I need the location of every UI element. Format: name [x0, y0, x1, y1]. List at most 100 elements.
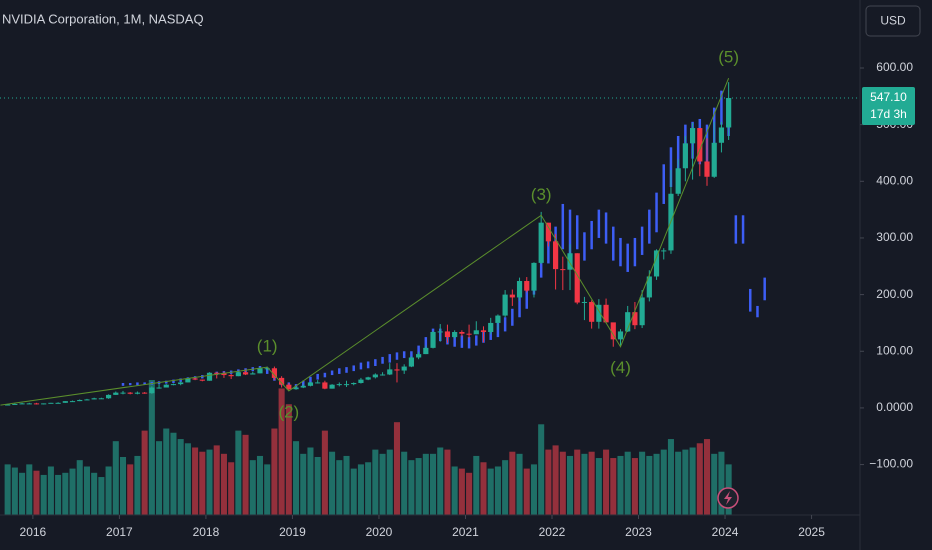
candle-body: [221, 373, 227, 376]
currency-label[interactable]: USD: [880, 14, 906, 28]
volume-bar: [228, 462, 235, 515]
candle-body: [480, 330, 487, 333]
candle-body: [84, 399, 90, 401]
currency-button[interactable]: [865, 5, 921, 37]
candle-body: [77, 399, 83, 402]
x-tick-label: 2024: [712, 525, 739, 539]
candle-body: [437, 331, 443, 333]
volume-bar: [703, 439, 711, 515]
x-tick-label: 2025: [798, 525, 825, 539]
candle-body: [55, 402, 61, 404]
volume-bar: [119, 456, 127, 515]
volume-bar: [545, 449, 552, 515]
volume-bar: [675, 451, 682, 515]
volume-bar: [538, 424, 545, 515]
volume-bar: [653, 453, 660, 515]
candle-body: [538, 222, 544, 263]
volume-bar: [76, 460, 83, 515]
volume-bar: [415, 458, 422, 515]
volume-bar: [256, 455, 264, 515]
volume-bar: [437, 447, 444, 515]
candle-body: [170, 384, 177, 386]
volume-bar: [199, 451, 206, 515]
volume-bar: [329, 451, 336, 515]
candle-body: [401, 366, 407, 371]
candle-body: [358, 379, 364, 383]
last-price-label: 547.10: [870, 90, 907, 104]
volume-bar: [177, 439, 184, 515]
volume-bar: [711, 453, 718, 515]
volume-bar: [473, 455, 480, 515]
volume-bar: [69, 468, 76, 515]
candle-body: [300, 385, 306, 388]
volume-bar: [336, 460, 343, 515]
volume-bar: [696, 443, 703, 515]
candle-body: [379, 374, 386, 376]
candle-body: [610, 322, 616, 340]
candle-body: [574, 253, 580, 303]
candle-body: [394, 369, 400, 371]
x-tick-label: 2021: [452, 525, 479, 539]
volume-bar: [105, 466, 112, 515]
candle-body: [553, 241, 559, 270]
volume-bar: [386, 449, 393, 515]
alert-icon[interactable]: [717, 487, 739, 509]
candle-body: [293, 387, 299, 390]
candle-body: [257, 368, 263, 374]
candle-body: [206, 372, 213, 381]
candle-body: [41, 403, 47, 405]
volume-bar: [235, 430, 242, 515]
candle-body: [19, 403, 25, 405]
volume-bar: [581, 453, 588, 515]
volume-bar: [148, 380, 155, 515]
chart-title: NVIDIA Corporation, 1M, NASDAQ: [2, 11, 204, 26]
volume-bar: [314, 456, 321, 515]
candle-body: [142, 392, 148, 394]
candle-body: [199, 379, 205, 381]
volume-bar: [667, 439, 674, 515]
candle-body: [509, 294, 515, 298]
candle-body: [98, 398, 104, 400]
x-tick-label: 2020: [366, 525, 393, 539]
wave-label: (1): [257, 337, 278, 356]
volume-bar: [350, 468, 357, 515]
volume-bar: [300, 453, 307, 515]
candle-body: [214, 372, 220, 374]
x-tick-label: 2022: [539, 525, 566, 539]
volume-bar: [170, 432, 177, 515]
candle-body: [581, 301, 588, 303]
candle-body: [416, 354, 422, 358]
volume-bar: [293, 441, 300, 515]
candle-body: [408, 357, 414, 367]
candle-body: [33, 403, 40, 405]
volume-bar: [26, 464, 33, 515]
candle-body: [524, 281, 530, 291]
y-tick-label: 100.00: [876, 343, 913, 357]
candle-body: [286, 384, 292, 390]
y-tick-label: −100.00: [869, 457, 913, 471]
y-tick-label: 600.00: [876, 60, 913, 74]
candle-body: [264, 368, 270, 370]
candle-body: [423, 347, 429, 355]
candle-body: [387, 369, 393, 375]
y-tick-label: 200.00: [876, 287, 913, 301]
volume-bar: [408, 460, 415, 515]
y-tick-label: 400.00: [876, 173, 913, 187]
x-tick-label: 2019: [279, 525, 306, 539]
volume-bar: [271, 428, 278, 515]
candle-body: [250, 373, 256, 375]
volume-bar: [624, 451, 631, 515]
volume-bar: [682, 449, 689, 515]
candle-body: [178, 382, 184, 385]
volume-bar: [603, 449, 610, 515]
countdown-label: 17d 3h: [870, 107, 907, 121]
volume-bar: [11, 467, 18, 515]
candle-body: [192, 378, 198, 380]
candle-body: [589, 301, 595, 322]
volume-bar: [47, 466, 54, 515]
volume-bar: [466, 472, 473, 515]
volume-bar: [213, 445, 220, 515]
volume-bar: [40, 474, 47, 515]
alert-icon-bolt[interactable]: [724, 491, 732, 505]
